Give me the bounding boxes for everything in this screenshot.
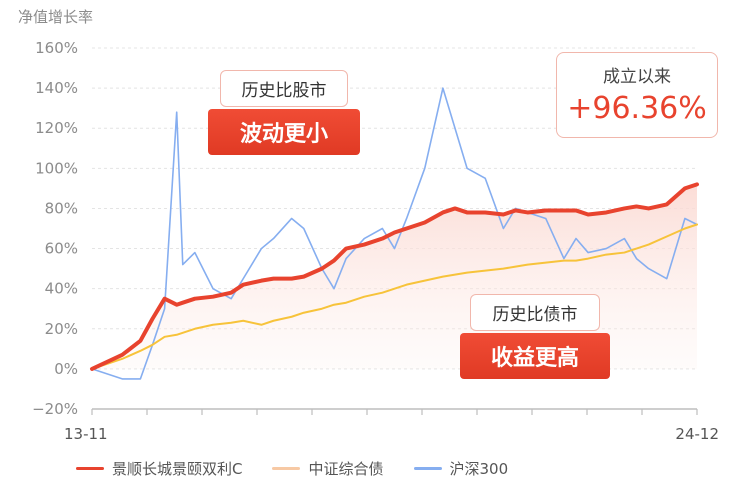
y-axis-title: 净值增长率: [18, 8, 94, 26]
callout-since-inception: 成立以来 +96.36%: [556, 52, 718, 138]
callout-stock-bottom: 波动更小: [208, 109, 360, 155]
callout-bond: 历史比债市 收益更高: [460, 294, 610, 379]
y-tick-label: 40%: [45, 280, 78, 298]
legend: 景顺长城景颐双利C 中证综合债 沪深300: [76, 458, 538, 479]
since-value: +96.36%: [567, 91, 707, 126]
y-tick-label: 160%: [35, 39, 78, 57]
legend-swatch-bond: [272, 467, 301, 470]
y-tick-labels: 160% 140% 120% 100% 80% 60% 40% 20% 0% −20%: [32, 39, 78, 418]
legend-label-bond: 中证综合债: [308, 460, 384, 478]
legend-item-bond: 中证综合债: [272, 458, 384, 479]
y-tick-label: 140%: [35, 79, 78, 97]
series-line-2: [91, 87, 698, 380]
legend-swatch-fund: [76, 467, 104, 470]
y-tick-label: 20%: [45, 320, 78, 338]
y-tick-label: 100%: [35, 159, 78, 177]
legend-item-fund: 景顺长城景颐双利C: [76, 458, 242, 479]
y-tick-label: 120%: [35, 119, 78, 137]
legend-label-csi300: 沪深300: [449, 460, 509, 478]
y-tick-label: 60%: [45, 240, 78, 258]
legend-label-fund: 景顺长城景颐双利C: [112, 460, 243, 478]
since-label: 成立以来: [603, 67, 671, 87]
y-tick-label: 0%: [54, 360, 78, 378]
series-line-1: [91, 223, 698, 370]
callout-stock-top: 历史比股市: [220, 70, 348, 107]
callout-bond-bottom: 收益更高: [460, 333, 610, 379]
callout-stock: 历史比股市 波动更小: [208, 70, 360, 155]
x-end-label: 24-12: [675, 425, 719, 443]
x-axis: 13-11 24-12: [64, 408, 719, 443]
legend-item-csi300: 沪深300: [413, 458, 509, 479]
y-tick-label: −20%: [32, 400, 78, 418]
legend-swatch-csi300: [413, 467, 442, 470]
y-tick-label: 80%: [45, 199, 78, 217]
x-start-label: 13-11: [64, 425, 108, 443]
callout-bond-top: 历史比债市: [470, 294, 600, 331]
series-line-0: [90, 182, 699, 371]
